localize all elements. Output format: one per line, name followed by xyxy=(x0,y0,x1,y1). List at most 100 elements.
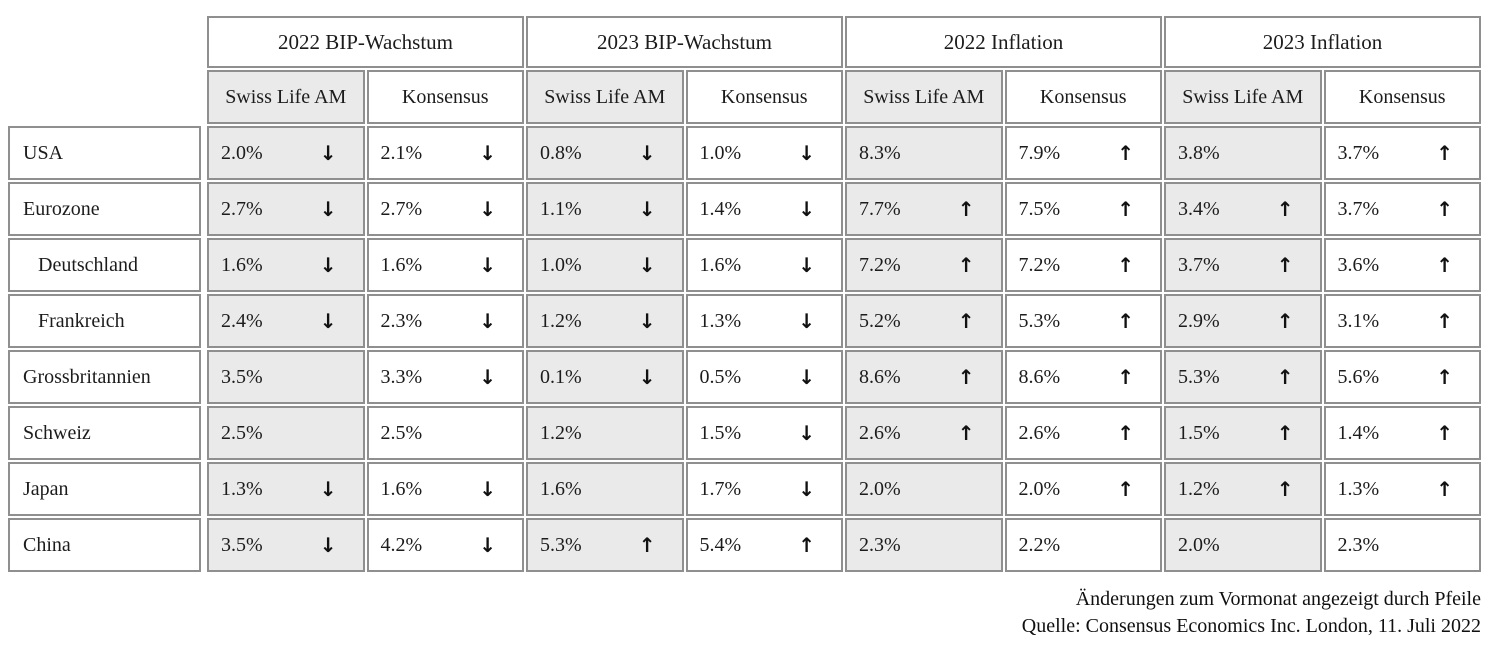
row-label-grossbritannien: Grossbritannien xyxy=(8,350,201,404)
value-cell: 1.7% ↓ xyxy=(685,462,843,516)
value-cell: 4.2% ↓ xyxy=(366,518,524,572)
row-label-frankreich: Frankreich xyxy=(8,294,201,348)
down-arrow-icon: ↓ xyxy=(798,253,815,277)
value-cell: 2.7% ↓ xyxy=(366,182,524,236)
up-arrow-icon: ↑ xyxy=(1117,421,1134,445)
cell-value: 7.5% xyxy=(1018,197,1061,220)
cell-value: 0.1% xyxy=(540,365,582,388)
cell-value: 0.8% xyxy=(540,141,582,164)
cell-value: 2.4% xyxy=(221,309,263,332)
up-arrow-icon: ↑ xyxy=(957,365,975,389)
up-arrow-icon: ↑ xyxy=(638,533,656,557)
value-cell: 7.5% ↑ xyxy=(1004,182,1162,236)
cell-value: 8.6% xyxy=(859,365,901,388)
up-arrow-icon: ↑ xyxy=(1436,253,1453,277)
value-cell: 3.4% ↑ xyxy=(1164,182,1322,236)
cell-value: 3.5% xyxy=(221,533,263,556)
value-cell: 3.5% xyxy=(207,350,365,404)
up-arrow-icon: ↑ xyxy=(1117,477,1134,501)
value-cell: 8.6% ↑ xyxy=(1004,350,1162,404)
value-cell: 2.0% xyxy=(845,462,1003,516)
cell-value: 5.6% xyxy=(1337,365,1380,388)
column-gap-spacer xyxy=(203,126,205,180)
cell-value: 7.9% xyxy=(1018,141,1061,164)
value-cell: 5.3% ↑ xyxy=(526,518,684,572)
cell-value: 2.3% xyxy=(1337,533,1380,556)
value-cell: 1.5% ↑ xyxy=(1164,406,1322,460)
cell-value: 5.4% xyxy=(699,533,742,556)
cell-value: 1.0% xyxy=(699,141,742,164)
column-group-header: 2022 Inflation xyxy=(845,16,1162,68)
table-corner-spacer xyxy=(8,16,205,68)
cell-value: 0.5% xyxy=(699,365,742,388)
cell-value: 2.6% xyxy=(1018,421,1061,444)
up-arrow-icon: ↑ xyxy=(1117,141,1134,165)
value-cell: 0.8% ↓ xyxy=(526,126,684,180)
down-arrow-icon: ↓ xyxy=(479,365,496,389)
cell-value: 4.2% xyxy=(380,533,423,556)
down-arrow-icon: ↓ xyxy=(479,533,496,557)
up-arrow-icon: ↑ xyxy=(1276,477,1294,501)
column-gap-spacer xyxy=(203,238,205,292)
value-cell: 5.3% ↑ xyxy=(1004,294,1162,348)
value-cell: 1.6% ↓ xyxy=(207,238,365,292)
cell-value: 1.3% xyxy=(221,477,263,500)
up-arrow-icon: ↑ xyxy=(1117,365,1134,389)
value-cell: 1.3% ↓ xyxy=(685,294,843,348)
cell-value: 5.3% xyxy=(540,533,582,556)
up-arrow-icon: ↑ xyxy=(1276,421,1294,445)
value-cell: 2.0% ↑ xyxy=(1004,462,1162,516)
up-arrow-icon: ↑ xyxy=(957,421,975,445)
column-group-header: 2022 BIP-Wachstum xyxy=(207,16,524,68)
value-cell: 1.6% xyxy=(526,462,684,516)
value-cell: 2.3% xyxy=(845,518,1003,572)
row-label-china: China xyxy=(8,518,201,572)
cell-value: 2.3% xyxy=(859,533,901,556)
value-cell: 2.9% ↑ xyxy=(1164,294,1322,348)
value-cell: 2.7% ↓ xyxy=(207,182,365,236)
value-cell: 7.7% ↑ xyxy=(845,182,1003,236)
value-cell: 3.1% ↑ xyxy=(1323,294,1481,348)
column-gap-spacer xyxy=(203,406,205,460)
value-cell: 2.3% xyxy=(1323,518,1481,572)
column-gap-spacer xyxy=(203,350,205,404)
value-cell: 2.5% xyxy=(366,406,524,460)
cell-value: 8.3% xyxy=(859,141,901,164)
value-cell: 5.3% ↑ xyxy=(1164,350,1322,404)
down-arrow-icon: ↓ xyxy=(479,309,496,333)
value-cell: 1.3% ↓ xyxy=(207,462,365,516)
down-arrow-icon: ↓ xyxy=(319,309,337,333)
cell-value: 1.6% xyxy=(380,253,423,276)
cell-value: 2.6% xyxy=(859,421,901,444)
cell-value: 2.3% xyxy=(380,309,423,332)
cell-value: 1.3% xyxy=(699,309,742,332)
column-gap-spacer xyxy=(203,518,205,572)
cell-value: 2.9% xyxy=(1178,309,1220,332)
cell-value: 2.7% xyxy=(221,197,263,220)
cell-value: 5.3% xyxy=(1018,309,1061,332)
value-cell: 3.8% xyxy=(1164,126,1322,180)
value-cell: 8.3% xyxy=(845,126,1003,180)
cell-value: 1.4% xyxy=(1337,421,1380,444)
value-cell: 8.6% ↑ xyxy=(845,350,1003,404)
value-cell: 0.5% ↓ xyxy=(685,350,843,404)
value-cell: 2.0% xyxy=(1164,518,1322,572)
value-cell: 2.2% xyxy=(1004,518,1162,572)
down-arrow-icon: ↓ xyxy=(798,421,815,445)
cell-value: 1.5% xyxy=(1178,421,1220,444)
cell-value: 2.2% xyxy=(1018,533,1061,556)
value-cell: 3.7% ↑ xyxy=(1323,182,1481,236)
cell-value: 5.2% xyxy=(859,309,901,332)
value-cell: 0.1% ↓ xyxy=(526,350,684,404)
cell-value: 7.2% xyxy=(1018,253,1061,276)
down-arrow-icon: ↓ xyxy=(638,365,656,389)
subcolumn-header-swiss-life-am: Swiss Life AM xyxy=(1164,70,1322,124)
value-cell: 3.3% ↓ xyxy=(366,350,524,404)
footnote-arrows-note: Änderungen zum Vormonat angezeigt durch … xyxy=(1075,588,1481,610)
down-arrow-icon: ↓ xyxy=(798,309,815,333)
cell-value: 2.0% xyxy=(1178,533,1220,556)
down-arrow-icon: ↓ xyxy=(479,477,496,501)
up-arrow-icon: ↑ xyxy=(1276,309,1294,333)
column-gap-spacer xyxy=(203,182,205,236)
down-arrow-icon: ↓ xyxy=(798,477,815,501)
